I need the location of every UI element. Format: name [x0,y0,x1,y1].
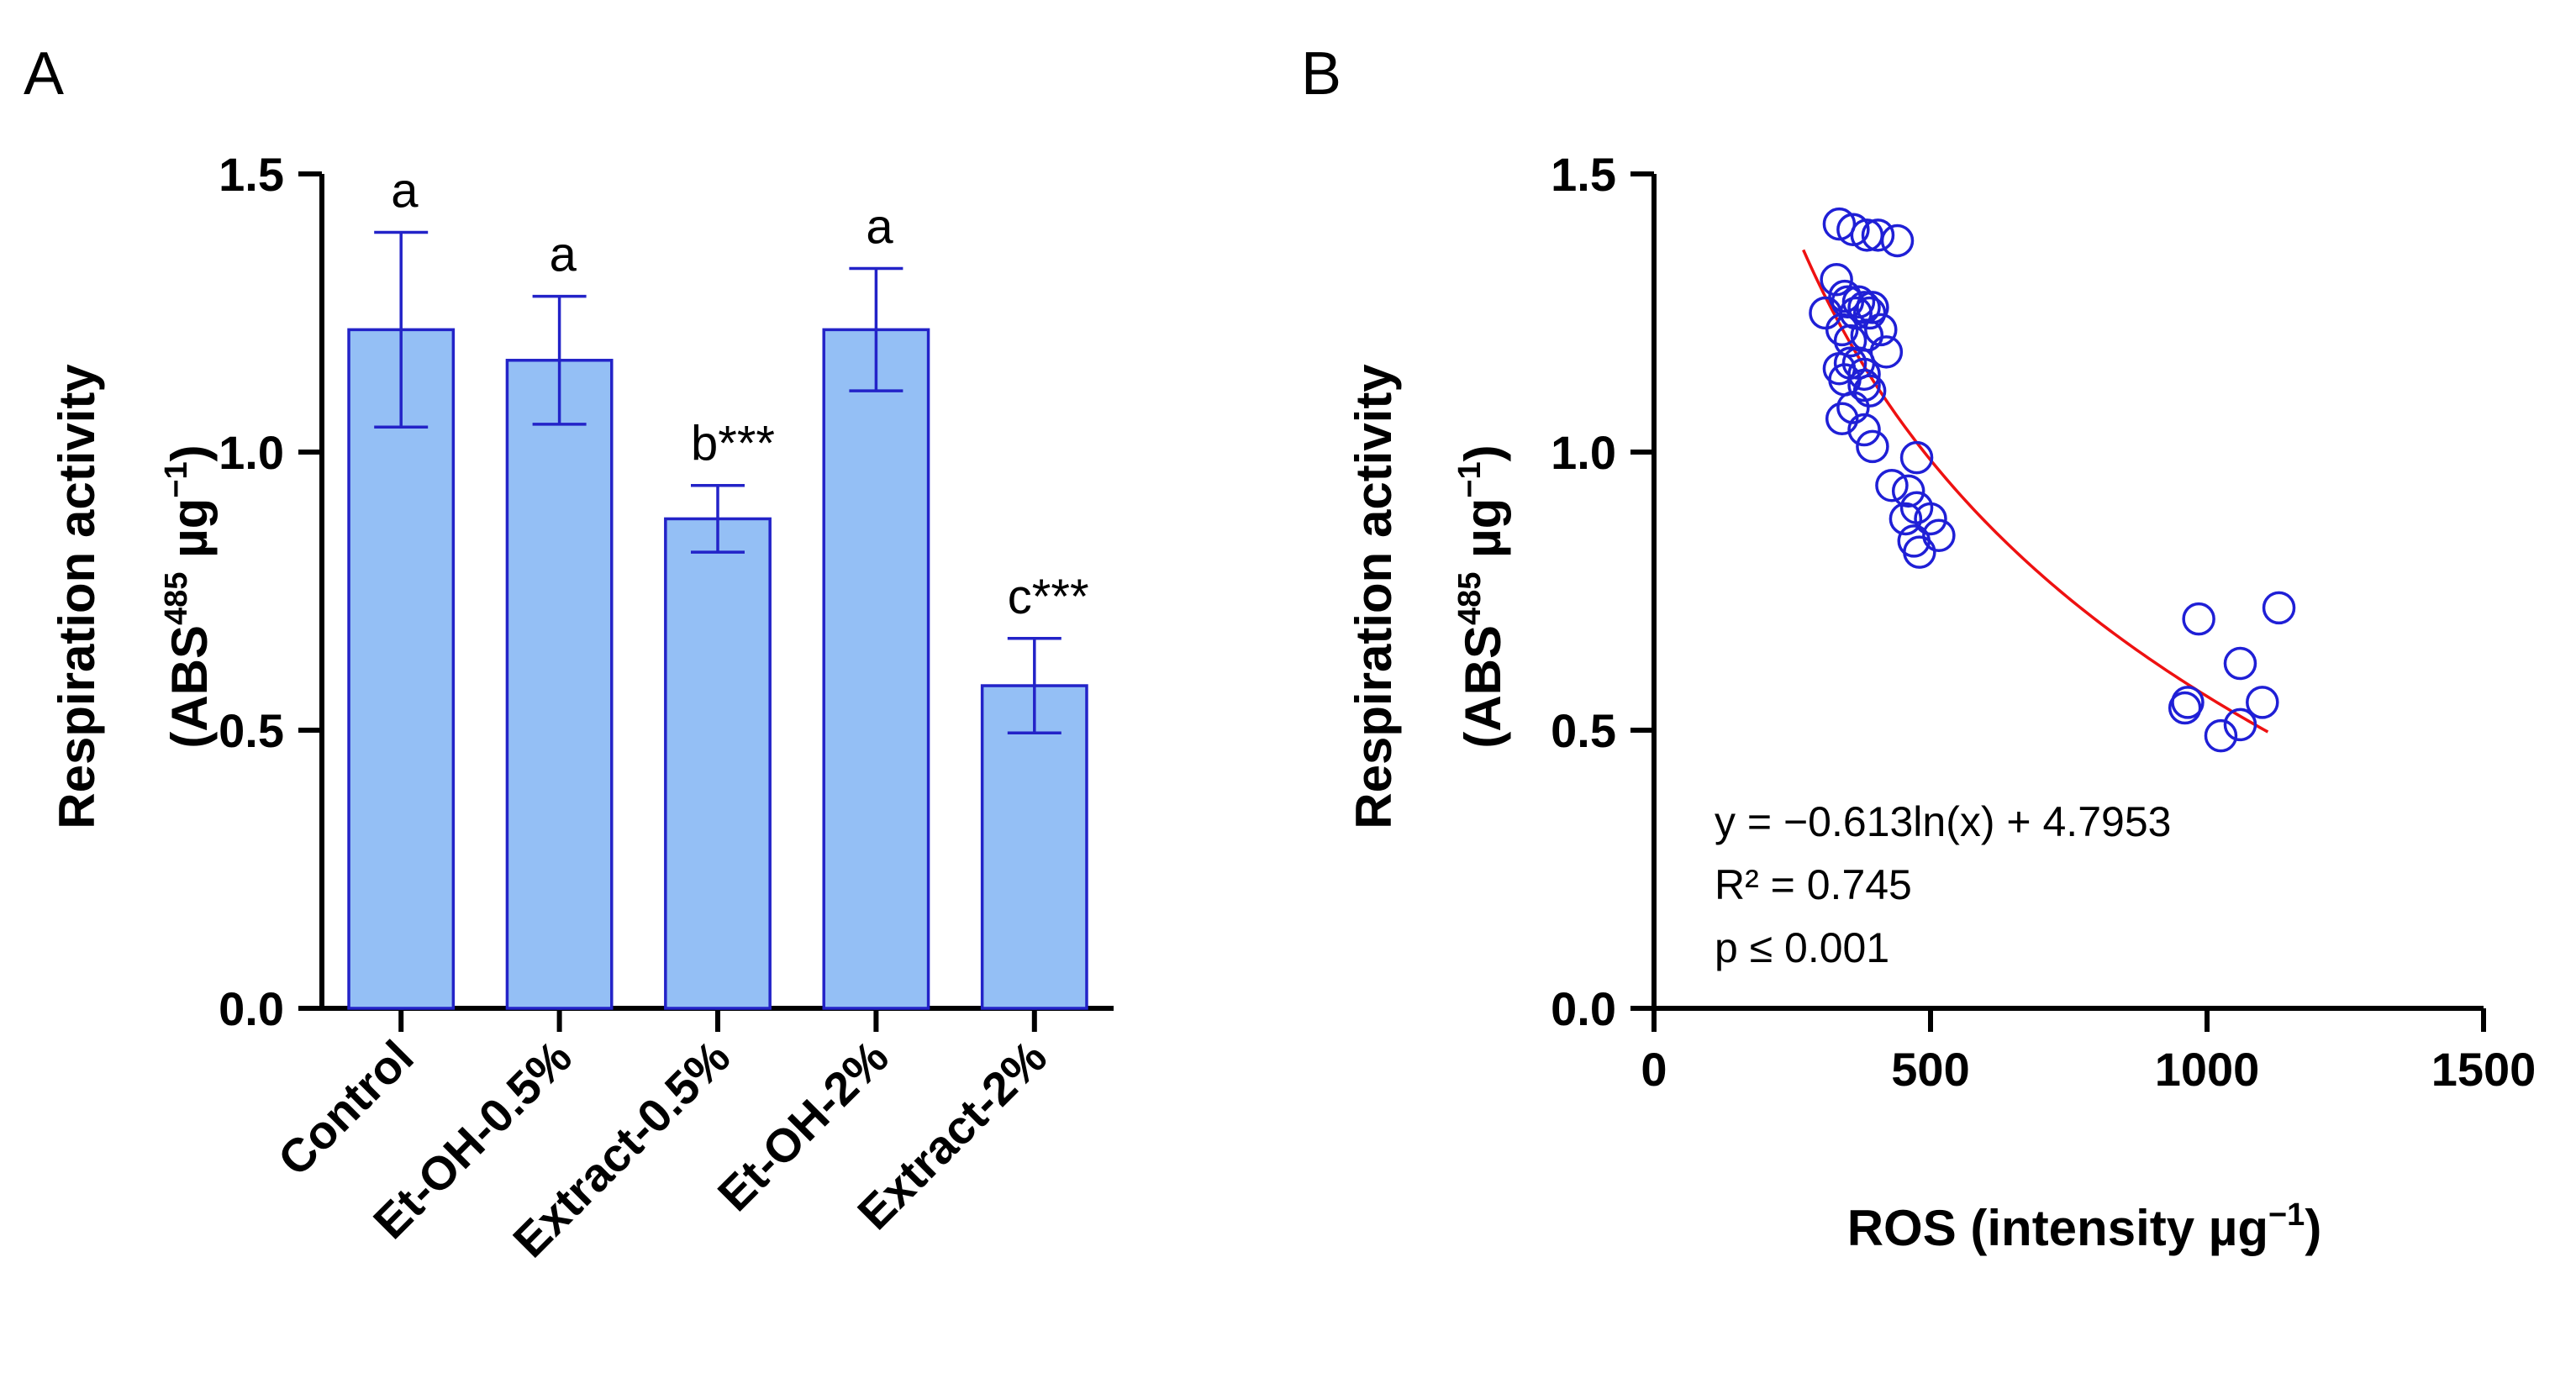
panel-a-ylabel-line1: Respiration activity [49,364,105,829]
panel-b-xlabel: ROS (intensity µg−1) [1847,1197,2322,1256]
panel-b-x-tick-label: 1000 [2155,1043,2260,1096]
panel-b-r-squared: R² = 0.745 [1715,861,1912,908]
panel-a-significance-label: b*** [691,417,775,471]
panel-a-significance-label: c*** [1008,570,1089,624]
panel-b-point [1869,335,1904,369]
panel-b: B Respiration activity (ABS485 µg−1) ROS… [1301,40,2536,1256]
panel-b-point [1828,279,1862,313]
panel-b-fit-line [1802,249,2269,734]
panel-b-point [1847,413,1881,447]
panel-a-error-bars [374,230,1061,735]
panel-b-point [2262,591,2296,625]
panel-b-point [1852,296,1887,330]
panel-b-point [1856,429,1889,464]
panel-b-point [2223,646,2257,681]
panel-a-significance-labels: a a b*** a c*** [391,164,1088,624]
panel-b-point [1922,518,1956,553]
panel-b-tick-labels: 0.0 0.5 1.0 1.5 0 500 1000 1500 [1551,148,2536,1096]
panel-a-bar [505,359,614,1010]
panel-a-category-label: Control [267,1030,423,1186]
panel-b-point [1833,324,1867,358]
panel-a-significance-label: a [391,164,419,218]
panel-a-tick-labels: 0.00.51.01.5ControlEt-OH-0.5%Extract-0.5… [219,148,1056,1267]
panel-b-fit-curve [1802,249,2269,734]
panel-b-point [1875,468,1909,502]
panel-b-point [2223,708,2257,742]
panel-b-point [1889,502,1923,536]
panel-b-point [2171,686,2205,719]
panel-a-significance-label: a [866,200,893,255]
panel-b-x-tick-label: 1500 [2431,1043,2536,1096]
panel-b-label: B [1301,40,1341,108]
panel-b-point [1864,313,1898,347]
panel-b-y-tick-label: 0.5 [1551,704,1616,757]
panel-b-point [2204,718,2238,753]
panel-a-bar [980,684,1088,1010]
panel-a-y-tick-label: 0.5 [219,704,284,757]
panel-b-y-tick-label: 0.0 [1551,982,1616,1035]
panel-b-point [1903,535,1936,569]
panel-b-point [1847,368,1881,402]
panel-a-y-tick-label: 0.0 [219,982,284,1035]
panel-a-bar [822,328,930,1010]
panel-a-ylabel-line2: (ABS485 µg−1) [159,445,218,748]
panel-b-y-tick-label: 1.5 [1551,148,1616,201]
panel-a: A Respiration activity (ABS485 µg−1) a a b… [24,40,1114,1267]
panel-b-point [2168,691,2202,725]
panel-b-equation: y = −0.613ln(x) + 4.7953 [1715,798,2171,845]
panel-b-point [1825,402,1859,436]
panel-a-y-tick-label: 1.0 [219,426,284,479]
panel-a-bar [347,328,456,1010]
panel-b-point [1847,291,1881,324]
panel-b-point [1852,374,1887,408]
panel-b-points [1809,207,2296,753]
panel-b-point [1841,285,1876,319]
panel-b-point [1899,440,1934,475]
panel-b-p-value: p ≤ 0.001 [1715,924,1889,971]
panel-b-ylabel-line1: Respiration activity [1346,364,1402,829]
panel-b-x-tick-label: 0 [1641,1043,1667,1096]
panel-b-point [1891,474,1925,508]
panel-a-bars [347,328,1088,1010]
panel-b-point [1822,207,1857,241]
panel-b-axes [1630,171,2486,1032]
panel-b-point [1836,213,1870,246]
panel-b-point [1914,502,1947,536]
panel-b-point [1847,357,1881,392]
panel-a-significance-label: a [550,228,577,282]
panel-b-point [1825,313,1859,347]
panel-a-y-tick-label: 1.5 [219,148,284,201]
panel-b-point [1861,218,1895,252]
panel-a-label: A [24,40,64,108]
panel-b-y-tick-label: 1.0 [1551,426,1616,479]
panel-b-point [1880,224,1915,258]
panel-b-point [1820,263,1853,297]
panel-a-bar [664,517,772,1010]
panel-b-ylabel-line2: (ABS485 µg−1) [1452,445,1511,748]
panel-b-point [2182,602,2215,636]
panel-b-point [2246,686,2279,719]
panel-b-point [1836,391,1870,424]
panel-b-x-tick-label: 500 [1891,1043,1969,1096]
